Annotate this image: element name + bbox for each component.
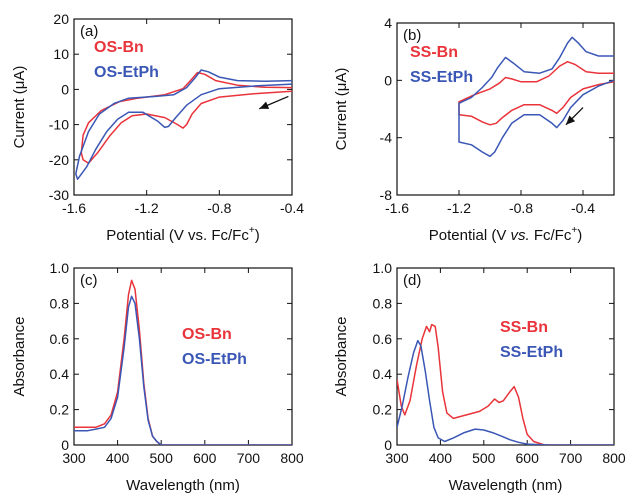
y-tick-label: 0 [61, 437, 69, 453]
legend-entry: SS-EtPh [410, 69, 473, 86]
y-tick-label: 0.2 [50, 402, 70, 418]
legend-entry: SS-EtPh [500, 344, 563, 361]
y-tick-label: 1.0 [373, 260, 393, 276]
y-tick-label: 0.6 [50, 331, 70, 347]
x-axis-label: Potential (V vs. Fc/Fc+) [106, 225, 259, 244]
plot-frame [396, 22, 615, 196]
x-tick-label: 700 [237, 450, 261, 466]
series-line-os-bn [80, 71, 292, 165]
y-tick-label: 0 [384, 72, 392, 88]
plot-frame [396, 267, 615, 446]
y-tick-label: 0 [384, 437, 392, 453]
panel-label: (b) [403, 27, 421, 44]
y-axis-label: Current (μA) [11, 66, 28, 149]
y-tick-label: -10 [49, 117, 69, 133]
x-tick-label: -1.2 [135, 200, 159, 216]
x-tick-label: -0.8 [509, 200, 533, 216]
x-tick-label: -1.6 [385, 200, 409, 216]
x-tick-label: -0.8 [207, 200, 231, 216]
y-tick-label: 10 [53, 46, 69, 62]
y-tick-label: -20 [49, 152, 69, 168]
y-tick-label: 0 [61, 81, 69, 97]
x-axis-label: Wavelength (nm) [126, 477, 240, 494]
x-tick-label: 500 [472, 450, 496, 466]
legend-entry: SS-Bn [500, 319, 548, 336]
x-tick-label: -0.4 [571, 200, 595, 216]
y-tick-label: 0.2 [373, 402, 393, 418]
y-tick-label: 0.4 [373, 366, 393, 382]
x-axis-label: Wavelength (nm) [449, 477, 563, 494]
panel-c: 300 400 500 600 700 800 0 0.2 0.4 0.6 0.8 1.0 Wavele… [11, 260, 304, 494]
x-tick-label: -0.4 [280, 200, 304, 216]
panel-label: (c) [80, 272, 98, 289]
y-tick-label: 4 [384, 15, 392, 31]
x-tick-label: 400 [429, 450, 453, 466]
y-axis-label: Absorbance [11, 316, 28, 396]
x-tick-label: 400 [106, 450, 130, 466]
legend-entry: OS-Bn [182, 326, 232, 343]
panel-label: (a) [80, 23, 98, 40]
panel-label: (d) [403, 272, 421, 289]
series-line-os-etph [74, 295, 292, 445]
x-tick-label: -1.2 [447, 200, 471, 216]
scan-arrow-head [259, 101, 270, 109]
y-tick-label: -30 [49, 187, 69, 203]
panel-d: 300 400 500 600 700 800 0 0.2 0.4 0.6 0.8 1.0 Wavele… [333, 260, 626, 494]
panel-b: -1.6 -1.2 -0.8 -0.4 -8 -4 0 4 Potential (V vs. F… [333, 15, 615, 244]
legend-entry: OS-EtPh [182, 351, 247, 368]
series-line-ss-etph [458, 36, 614, 158]
x-tick-label: 300 [385, 450, 409, 466]
series-line-os-etph [75, 69, 292, 180]
legend-entry: OS-Bn [94, 39, 144, 56]
series-line-ss-bn [397, 323, 614, 445]
x-axis-label: Potential (V vs. Fc/Fc+) [429, 225, 582, 244]
y-tick-label: 0.4 [50, 366, 70, 382]
y-tick-label: 20 [53, 11, 69, 27]
plot-frame [73, 18, 293, 196]
x-tick-label: 800 [602, 450, 626, 466]
x-tick-label: 600 [193, 450, 217, 466]
x-tick-label: 700 [559, 450, 583, 466]
x-tick-label: 500 [150, 450, 174, 466]
x-tick-label: 800 [280, 450, 304, 466]
x-tick-label: 600 [516, 450, 540, 466]
y-axis-label: Absorbance [333, 316, 350, 396]
legend-entry: OS-EtPh [94, 64, 159, 81]
series-line-ss-etph [397, 339, 614, 445]
x-tick-label: 300 [62, 450, 86, 466]
y-tick-label: 0.8 [373, 295, 393, 311]
y-axis-label: Current (μA) [333, 68, 350, 151]
y-tick-label: 0.8 [50, 295, 70, 311]
y-tick-label: 0.6 [373, 331, 393, 347]
y-tick-label: 1.0 [50, 260, 70, 276]
panel-a: -1.6 -1.2 -0.8 -0.4 -30 -20 -10 0 10 20 Potential … [11, 11, 304, 244]
y-tick-label: -4 [380, 130, 393, 146]
y-tick-label: -8 [380, 187, 393, 203]
legend-entry: SS-Bn [410, 44, 458, 61]
scan-arrow-head [565, 115, 576, 125]
x-tick-label: -1.6 [62, 200, 86, 216]
